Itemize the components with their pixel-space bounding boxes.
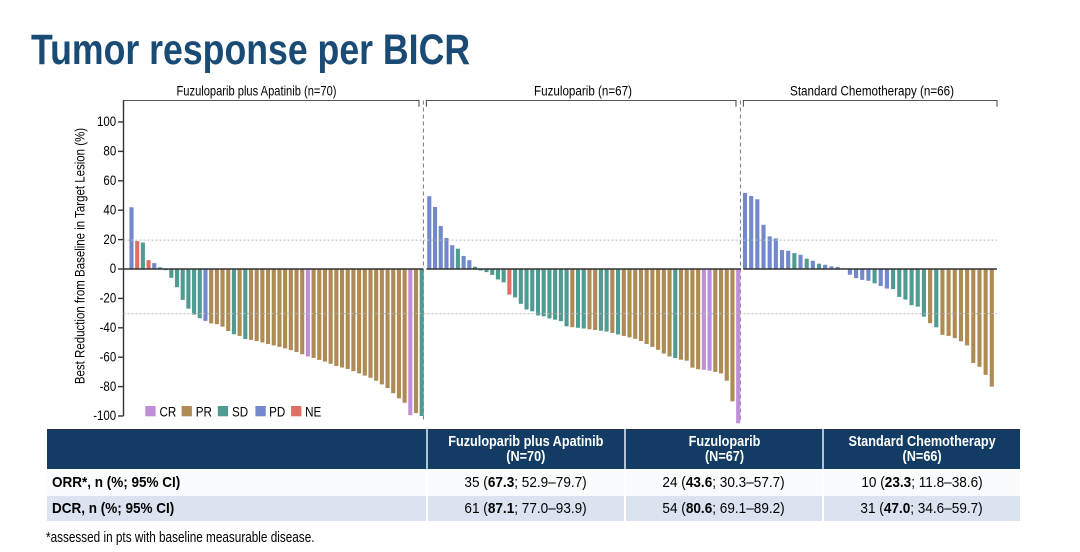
svg-text:80: 80 [103, 142, 116, 158]
svg-text:Fuzuloparib (n=67): Fuzuloparib (n=67) [534, 82, 632, 98]
svg-text:-100: -100 [93, 407, 116, 423]
svg-text:-60: -60 [100, 348, 117, 364]
svg-text:-80: -80 [100, 378, 117, 394]
svg-text:40: 40 [103, 201, 116, 217]
svg-text:100: 100 [97, 113, 116, 129]
svg-text:-40: -40 [100, 319, 117, 335]
svg-text:SD: SD [232, 403, 248, 419]
svg-text:0: 0 [110, 260, 116, 276]
svg-text:-20: -20 [100, 289, 117, 305]
svg-text:20: 20 [103, 231, 116, 247]
svg-text:Fuzuloparib plus Apatinib (n=7: Fuzuloparib plus Apatinib (n=70) [177, 82, 337, 99]
svg-text:PD: PD [269, 403, 285, 419]
svg-text:PR: PR [196, 403, 212, 419]
svg-text:NE: NE [305, 403, 321, 419]
svg-text:Best Reduction from Baseline i: Best Reduction from Baseline in Target L… [71, 128, 87, 384]
svg-text:CR: CR [160, 403, 177, 419]
svg-text:Standard Chemotherapy (n=66): Standard Chemotherapy (n=66) [790, 82, 954, 98]
svg-text:60: 60 [103, 172, 116, 188]
